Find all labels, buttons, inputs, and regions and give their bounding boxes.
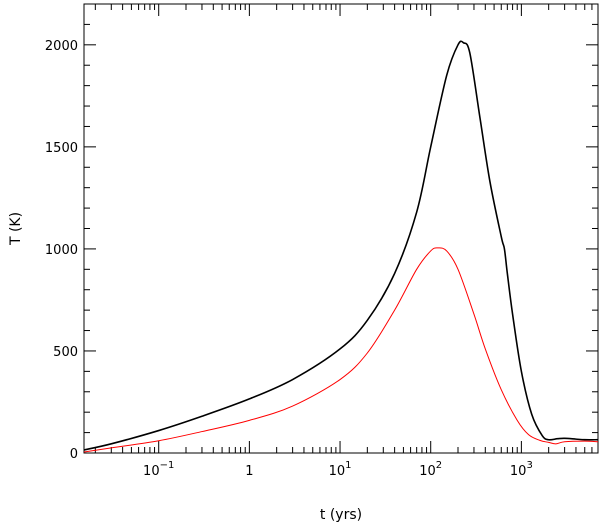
x-tick-label: 1: [245, 464, 253, 479]
series-lines: [83, 40, 599, 453]
x-tick-label: 101: [329, 460, 352, 479]
tick-labels: 0 500 1000 1500 2000 10−1 1 101 102 103: [45, 39, 533, 479]
x-axis-label: t (yrs): [320, 507, 362, 523]
y-tick-label: 0: [70, 447, 78, 462]
y-axis-label: T (K): [8, 212, 24, 246]
x-tick-label: 102: [419, 460, 442, 479]
series-line-2: [83, 247, 599, 453]
y-tick-label: 500: [53, 345, 78, 360]
series-line-1: [83, 40, 599, 451]
y-tick-label: 2000: [45, 39, 78, 54]
ticks: [84, 3, 599, 454]
plot-frame: [83, 3, 599, 454]
x-tick-label: 10−1: [143, 460, 174, 479]
x-tick-label: 103: [510, 460, 533, 479]
y-tick-label: 1000: [45, 243, 78, 258]
y-tick-label: 1500: [45, 141, 78, 156]
